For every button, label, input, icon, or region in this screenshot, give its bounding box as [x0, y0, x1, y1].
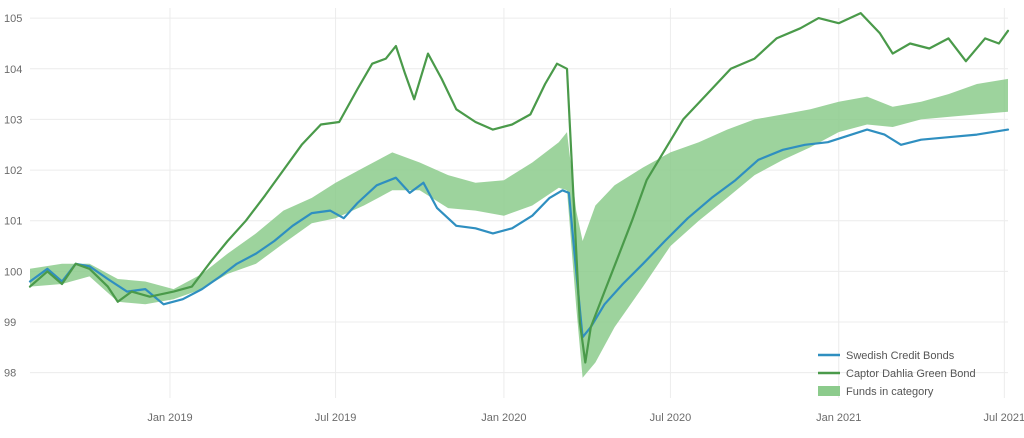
y-tick-label: 103 [4, 114, 22, 126]
x-tick-label: Jul 2019 [315, 412, 357, 424]
x-tick-label: Jan 2019 [147, 412, 192, 424]
legend-label: Funds in category [846, 386, 934, 398]
chart-grid [30, 8, 1008, 398]
legend-label: Captor Dahlia Green Bond [846, 368, 976, 380]
series-lines-layer [28, 12, 1010, 364]
y-tick-label: 101 [4, 216, 22, 228]
y-axis-ticks: 98 99 100 101 102 103 104 105 [4, 13, 22, 380]
x-tick-label: Jul 2020 [650, 412, 692, 424]
x-tick-label: Jul 2021 [984, 412, 1024, 424]
x-axis-ticks: Jan 2019 Jul 2019 Jan 2020 Jul 2020 Jan 2021… [147, 412, 1024, 424]
y-tick-label: 102 [4, 165, 22, 177]
funds-in-category-band [30, 78, 1008, 378]
chart-legend: Swedish Credit Bonds Captor Dahlia Green … [818, 350, 976, 398]
y-tick-label: 105 [4, 13, 22, 25]
legend-swatch-band [818, 386, 840, 396]
x-tick-label: Jan 2021 [816, 412, 861, 424]
y-tick-label: 98 [4, 368, 16, 380]
x-tick-label: Jan 2020 [481, 412, 526, 424]
y-tick-label: 99 [4, 317, 16, 329]
captor-dahlia-green-bond-line [28, 12, 1010, 364]
legend-label: Swedish Credit Bonds [846, 350, 955, 362]
y-tick-label: 104 [4, 64, 22, 76]
swedish-credit-bonds-line [28, 128, 1010, 339]
category-band-layer [30, 78, 1008, 378]
y-tick-label: 100 [4, 266, 22, 278]
